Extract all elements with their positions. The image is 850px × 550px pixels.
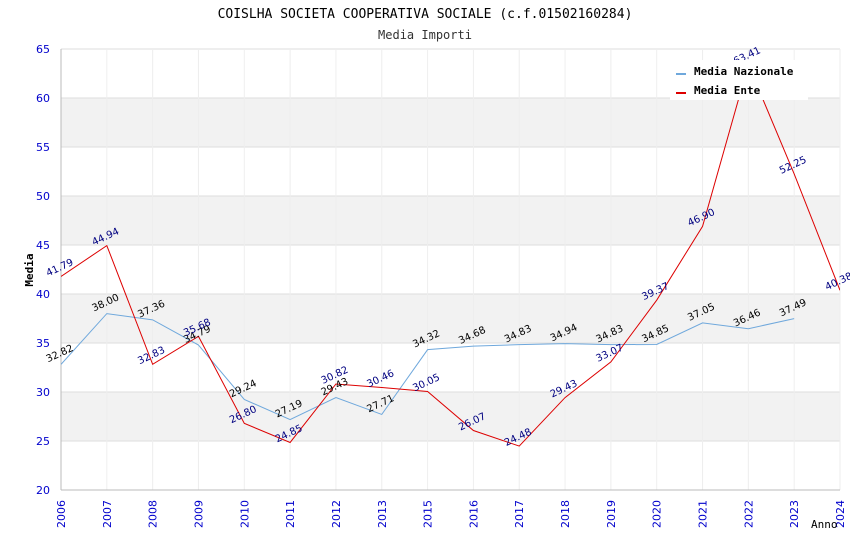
chart-title: COISLHA SOCIETA COOPERATIVA SOCIALE (c.f… xyxy=(218,7,633,22)
chart-subtitle: Media Importi xyxy=(378,28,472,42)
y-axis-label: Media xyxy=(23,253,36,286)
x-tick-label: 2021 xyxy=(697,500,710,528)
x-tick-label: 2018 xyxy=(559,500,572,528)
legend-box xyxy=(670,60,808,100)
x-tick-label: 2022 xyxy=(742,500,755,528)
x-tick-label: 2024 xyxy=(834,500,847,528)
grid-lines xyxy=(60,48,841,491)
x-tick-label: 2013 xyxy=(376,500,389,528)
x-tick-label: 2007 xyxy=(101,500,114,528)
legend-label-media-ente: Media Ente xyxy=(694,84,761,97)
y-tick-label: 45 xyxy=(36,239,50,252)
y-tick-label: 30 xyxy=(36,386,50,399)
legend-label-media-nazionale: Media Nazionale xyxy=(694,65,794,78)
x-tick-label: 2015 xyxy=(422,500,435,528)
x-tick-label: 2020 xyxy=(651,500,664,528)
series-line-media-nazionale xyxy=(61,313,795,421)
x-tick-label: 2017 xyxy=(513,500,526,528)
legend: Media Nazionale Media Ente xyxy=(670,60,808,100)
y-tick-label: 60 xyxy=(36,92,50,105)
x-tick-label: 2006 xyxy=(55,500,68,528)
x-tick-label: 2011 xyxy=(284,500,297,528)
grid-bands xyxy=(61,98,840,441)
y-tick-label: 50 xyxy=(36,190,50,203)
x-tick-label: 2010 xyxy=(238,500,251,528)
axes xyxy=(60,49,840,491)
series-line-media-ente xyxy=(61,63,840,447)
grid-band xyxy=(61,98,840,147)
x-tick-label: 2016 xyxy=(467,500,480,528)
x-tick-labels: 2006 2007 2008 2009 2010 2011 2012 2013 2015 2016… xyxy=(55,500,847,528)
grid-band xyxy=(61,392,840,441)
y-tick-labels: 20 25 30 35 40 45 50 55 60 65 xyxy=(36,43,50,497)
grid-band xyxy=(61,196,840,245)
y-tick-label: 20 xyxy=(36,484,50,497)
x-tick-label: 2008 xyxy=(147,500,160,528)
y-tick-label: 55 xyxy=(36,141,50,154)
series-lines xyxy=(61,63,840,447)
grid-band xyxy=(61,294,840,343)
x-tick-label: 2012 xyxy=(330,500,343,528)
y-tick-label: 65 xyxy=(36,43,50,56)
y-tick-label: 35 xyxy=(36,337,50,350)
x-tick-label: 2009 xyxy=(192,500,205,528)
x-tick-label: 2019 xyxy=(605,500,618,528)
x-tick-label: 2023 xyxy=(788,500,801,528)
x-axis-label: Anno xyxy=(811,518,838,531)
y-tick-label: 25 xyxy=(36,435,50,448)
y-tick-label: 40 xyxy=(36,288,50,301)
